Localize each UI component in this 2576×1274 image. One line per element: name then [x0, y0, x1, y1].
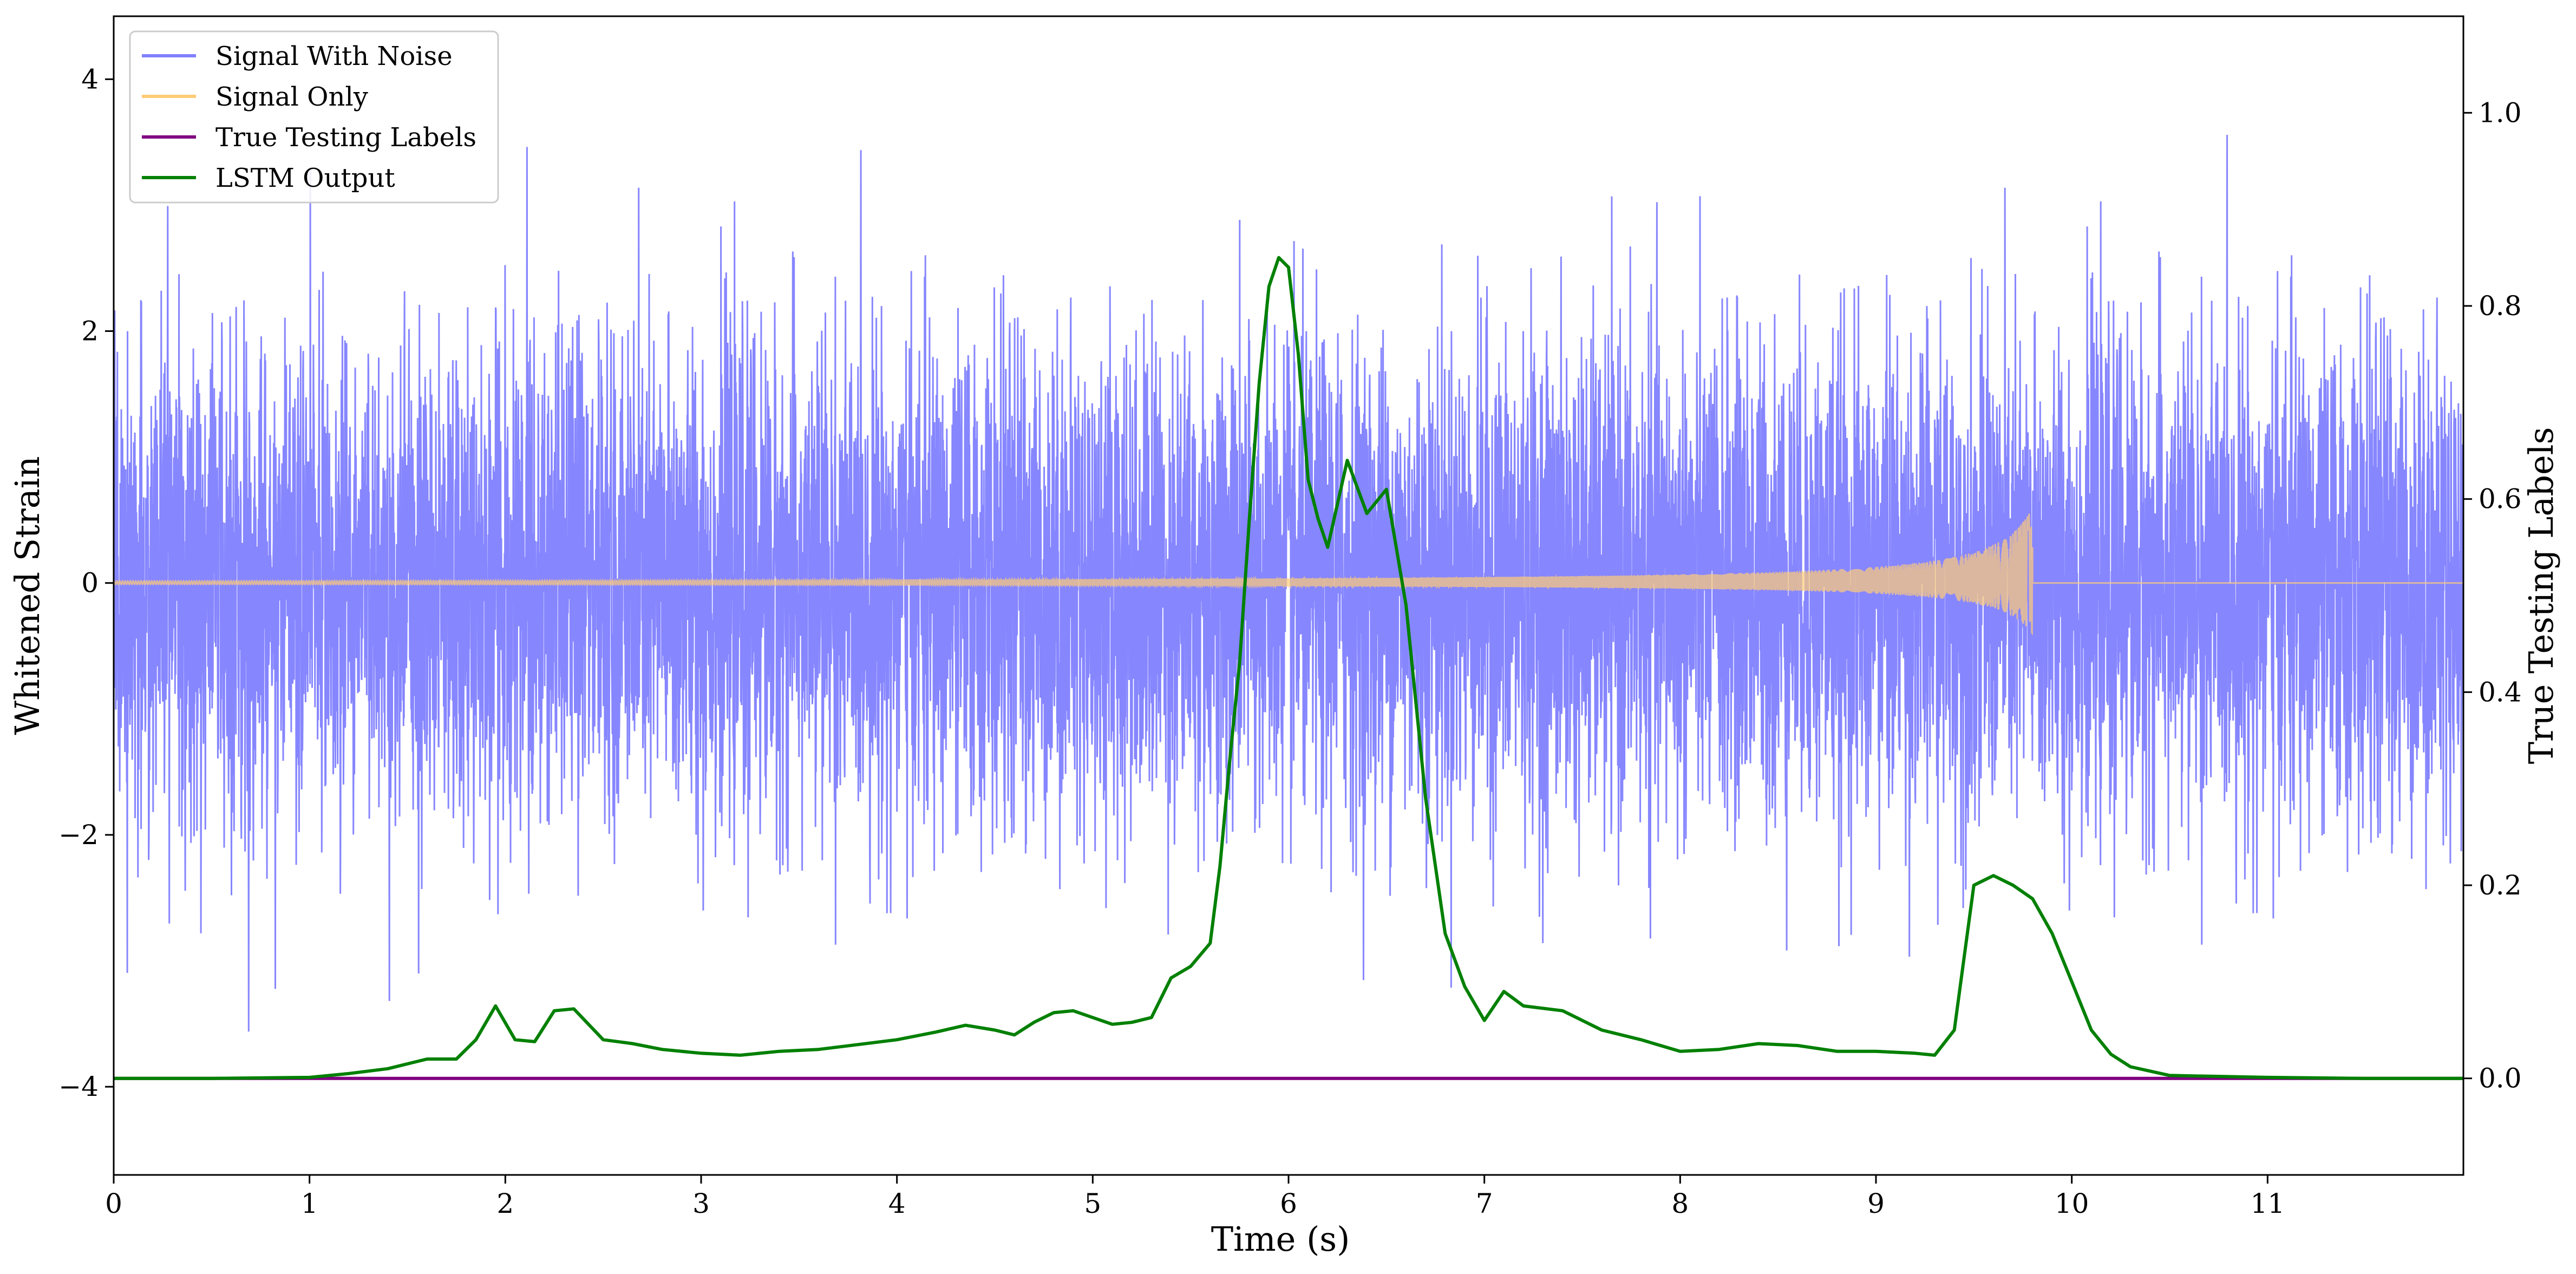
y2-tick-label: 1.0: [2479, 97, 2522, 128]
legend-box: [129, 30, 499, 204]
legend: Signal With Noise Signal Only True Testing…: [129, 30, 499, 204]
series-layer: [114, 134, 2463, 1080]
y2-axis-title: True Testing Labels: [2521, 427, 2561, 765]
y2-tick-label: 0.4: [2479, 676, 2522, 708]
x-axis: 0 1 2 3 4 5 6 7 8 9 10 11: [105, 1175, 2285, 1219]
x-tick-label: 7: [1476, 1188, 1493, 1219]
y-axis-right: 1.0 0.8 0.6 0.4 0.2 0.0: [2463, 97, 2522, 1094]
series-lstm-output: [114, 256, 2463, 1080]
x-tick-label: 9: [1867, 1188, 1885, 1219]
y-axis-left: 4 2 0 −2 −4: [58, 63, 114, 1102]
y2-tick-label: 0.0: [2479, 1063, 2522, 1094]
series-signal-only: [114, 513, 2463, 636]
x-tick-label: 0: [105, 1188, 122, 1219]
x-tick-label: 3: [692, 1188, 710, 1219]
x-axis-title: Time (s): [1211, 1219, 1350, 1259]
x-tick-label: 2: [496, 1188, 514, 1219]
y2-tick-label: 0.6: [2479, 484, 2522, 515]
y-tick-label: 2: [81, 316, 99, 347]
x-tick-label: 4: [888, 1188, 906, 1219]
y-tick-label: −2: [58, 819, 99, 851]
legend-label: Signal Only: [215, 82, 368, 112]
legend-label: LSTM Output: [215, 163, 395, 193]
x-tick-label: 6: [1280, 1188, 1297, 1219]
x-tick-label: 11: [2251, 1188, 2285, 1219]
y2-tick-label: 0.8: [2479, 290, 2522, 322]
x-tick-label: 1: [301, 1188, 318, 1219]
y-axis-title: Whitened Strain: [8, 456, 47, 735]
legend-label: Signal With Noise: [215, 41, 453, 71]
y-tick-label: −4: [58, 1071, 99, 1102]
x-tick-label: 8: [1671, 1188, 1689, 1219]
legend-label: True Testing Labels: [215, 122, 476, 153]
y-tick-label: 4: [81, 63, 99, 95]
y2-tick-label: 0.2: [2479, 870, 2522, 901]
x-tick-label: 10: [2055, 1188, 2089, 1219]
series-signal-with-noise: [114, 134, 2463, 1032]
x-tick-label: 5: [1084, 1188, 1101, 1219]
y-tick-label: 0: [81, 567, 99, 599]
